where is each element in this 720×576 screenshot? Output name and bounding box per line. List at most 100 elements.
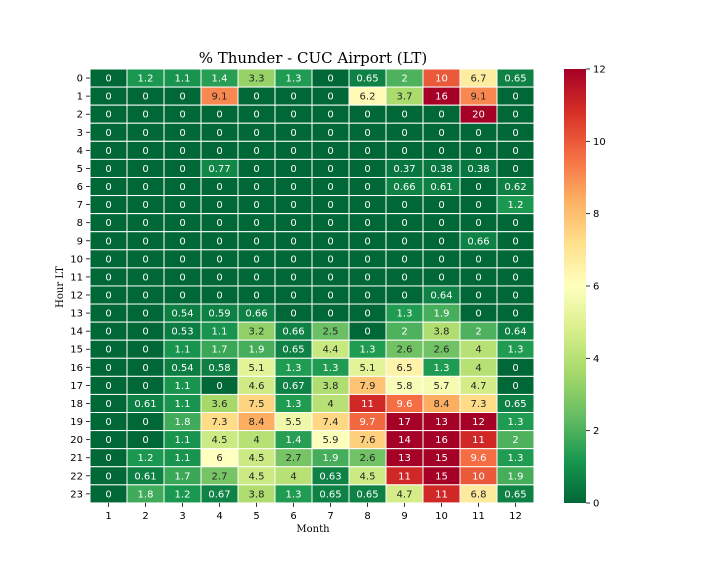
cell-value-label: 0 — [216, 236, 222, 247]
cell-value-label: 0 — [105, 309, 111, 320]
cell-value-label: 0 — [327, 272, 333, 283]
cell-value-label: 3.7 — [397, 92, 413, 103]
cell-value-label: 0 — [364, 110, 370, 121]
cell-value-label: 0 — [105, 236, 111, 247]
cell-value-label: 0 — [290, 309, 296, 320]
cell-value-label: 0 — [105, 200, 111, 211]
colorbar-tick-label: 4 — [593, 354, 599, 365]
cell-value-label: 0.38 — [467, 164, 489, 175]
cell-value-label: 2.7 — [212, 471, 228, 482]
cell-value-label: 7.5 — [249, 399, 265, 410]
cell-value-label: 0 — [105, 345, 111, 356]
cell-value-label: 11 — [361, 399, 374, 410]
cell-value-label: 0 — [142, 417, 148, 428]
cell-value-label: 0.67 — [208, 489, 230, 500]
cell-value-label: 1.1 — [175, 399, 191, 410]
x-tick-label: 6 — [290, 511, 296, 522]
cell-value-label: 0 — [327, 236, 333, 247]
cell-value-label: 0 — [327, 128, 333, 139]
x-tick-label: 3 — [179, 511, 185, 522]
cell-value-label: 13 — [435, 417, 448, 428]
cell-value-label: 0 — [105, 218, 111, 229]
cell-value-label: 0 — [327, 291, 333, 302]
cell-value-label: 0 — [142, 345, 148, 356]
cell-value-label: 6.2 — [360, 92, 376, 103]
cell-value-label: 10 — [472, 471, 485, 482]
cell-value-label: 1.1 — [175, 435, 191, 446]
cell-value-label: 0 — [216, 291, 222, 302]
cell-value-label: 0 — [142, 128, 148, 139]
cell-value-label: 0 — [512, 110, 518, 121]
cell-value-label: 9.7 — [360, 417, 376, 428]
x-tick-label: 10 — [435, 511, 448, 522]
cell-value-label: 0 — [290, 291, 296, 302]
cell-value-label: 0 — [364, 218, 370, 229]
cell-value-label: 0 — [142, 236, 148, 247]
cell-value-label: 1.1 — [175, 453, 191, 464]
cell-value-label: 0 — [475, 146, 481, 157]
cell-value-label: 4 — [253, 435, 259, 446]
cell-value-label: 0 — [105, 471, 111, 482]
cell-value-label: 0.65 — [504, 489, 526, 500]
cell-value-label: 0 — [401, 218, 407, 229]
cell-value-label: 2 — [512, 435, 518, 446]
cell-value-label: 0 — [512, 291, 518, 302]
cell-value-label: 0 — [290, 164, 296, 175]
cell-value-label: 9.1 — [212, 92, 228, 103]
cell-value-label: 14 — [398, 435, 411, 446]
cell-value-label: 0 — [327, 200, 333, 211]
y-tick-label: 0 — [77, 74, 83, 85]
cell-value-label: 0 — [105, 453, 111, 464]
cell-value-label: 0 — [179, 254, 185, 265]
cell-value-label: 2 — [401, 74, 407, 85]
y-tick-label: 20 — [70, 435, 83, 446]
y-tick-label: 22 — [70, 471, 83, 482]
cell-value-label: 0 — [253, 146, 259, 157]
cell-value-label: 1.3 — [286, 489, 302, 500]
cell-value-label: 0 — [105, 399, 111, 410]
cell-value-label: 6.5 — [397, 363, 413, 374]
cell-value-label: 0 — [179, 128, 185, 139]
colorbar-tick-label: 0 — [593, 499, 599, 510]
cell-value-label: 0 — [512, 254, 518, 265]
cell-value-label: 4.5 — [249, 453, 265, 464]
cell-value-label: 0 — [216, 381, 222, 392]
cell-value-label: 7.9 — [360, 381, 376, 392]
cell-value-label: 17 — [398, 417, 411, 428]
cell-value-label: 0 — [142, 381, 148, 392]
cell-value-label: 0 — [216, 200, 222, 211]
cell-value-label: 7.4 — [323, 417, 339, 428]
cell-value-label: 20 — [472, 110, 485, 121]
cell-value-label: 4.7 — [397, 489, 413, 500]
cell-value-label: 0 — [179, 92, 185, 103]
cell-value-label: 0 — [216, 182, 222, 193]
cell-value-label: 5.7 — [434, 381, 450, 392]
heatmap-cell — [496, 484, 535, 504]
cell-value-label: 0 — [438, 218, 444, 229]
cell-value-label: 0 — [142, 363, 148, 374]
cell-value-label: 0.64 — [430, 291, 452, 302]
y-tick-label: 13 — [70, 309, 83, 320]
cell-value-label: 5.1 — [249, 363, 265, 374]
cell-value-label: 0 — [253, 272, 259, 283]
cell-value-label: 0 — [364, 327, 370, 338]
cell-value-label: 0 — [512, 272, 518, 283]
cell-value-label: 1.1 — [175, 74, 191, 85]
cell-value-label: 0 — [105, 363, 111, 374]
cell-value-label: 1.3 — [434, 363, 450, 374]
cell-value-label: 1.1 — [175, 345, 191, 356]
cell-value-label: 0 — [512, 381, 518, 392]
cell-value-label: 0 — [142, 309, 148, 320]
heatmap-cells: 0 1.2 1.1 1.4 3.3 1.3 0 0.65 2 10 6.7 0.65 0 0 0 9.1 0 0 0… — [89, 68, 535, 504]
y-tick-label: 3 — [77, 128, 83, 139]
cell-value-label: 1.2 — [508, 200, 524, 211]
cell-value-label: 0.64 — [504, 327, 526, 338]
cell-value-label: 0.65 — [319, 489, 341, 500]
cell-value-label: 5.9 — [323, 435, 339, 446]
cell-value-label: 6.8 — [471, 489, 487, 500]
y-tick-label: 1 — [77, 92, 83, 103]
cell-value-label: 8.4 — [249, 417, 265, 428]
cell-value-label: 0 — [105, 327, 111, 338]
cell-value-label: 0.63 — [319, 471, 341, 482]
cell-value-label: 0 — [290, 128, 296, 139]
